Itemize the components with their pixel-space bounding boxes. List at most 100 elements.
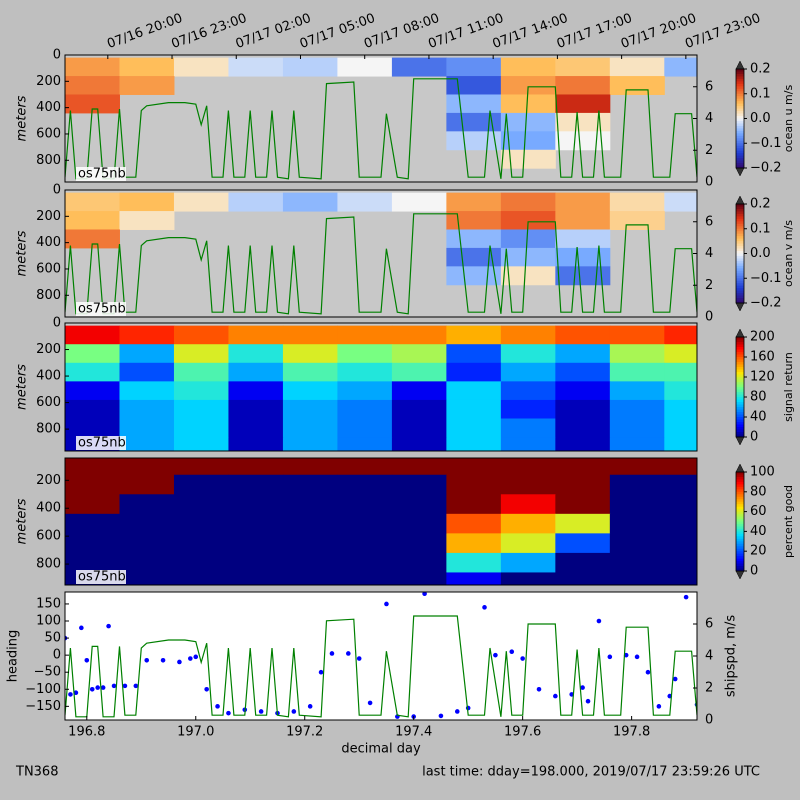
plot-area [65,592,697,719]
heat-cell [119,192,175,212]
heat-cell [282,513,338,534]
colorbar-tick-label: 0.0 [750,111,771,126]
y-tick-label: 200 [36,342,61,357]
colorbar-tick-label: 160 [750,350,775,365]
heat-cell [391,325,447,345]
heat-cell [282,57,338,77]
colorbar-segment [736,472,744,475]
y2-tick-label: 4 [705,111,713,126]
heading-point [226,710,231,716]
colorbar-segment [736,414,744,418]
label-box [76,436,126,450]
colorbar-segment [736,258,744,262]
heat-cell [391,399,447,420]
colorbar-segment [736,123,744,127]
y-tick-label: 200 [36,473,61,488]
colorbar-segment [736,213,744,217]
plot-frame [64,457,698,586]
heat-cell [337,192,393,212]
heat-cell [391,513,447,534]
heat-cell [282,494,338,515]
colorbar-segment [736,263,744,267]
heat-cell [65,344,120,364]
colorbar-segment [736,290,744,294]
heading-point [596,618,602,624]
heat-cell [337,494,393,515]
colorbar-segment [736,283,744,287]
heat-cell [228,458,284,476]
heat-cell [446,399,502,420]
heat-cell [664,572,697,585]
colorbar-segment [736,479,744,483]
heat-cell [391,533,447,554]
colorbar-segment [736,253,744,257]
heat-cell [446,247,502,267]
heat-cell [664,399,697,420]
colorbar-segment [736,278,744,282]
colorbar-segment [736,108,744,112]
heat-cell [555,325,611,345]
heat-cell [555,458,611,476]
heat-cell [173,362,229,382]
colorbar-segment [736,402,744,405]
heat-cell [446,192,502,212]
colorbar-segment [736,389,744,393]
y-tick-label: 800 [36,153,61,168]
heat-cell [500,474,556,495]
heat-cell [119,458,175,476]
y2-tick-label: 2 [705,681,713,696]
colorbar-segment [736,293,744,297]
heading-point [384,601,389,607]
colorbar-segment [736,484,744,488]
heat-cell [446,552,502,573]
colorbar-segment [736,106,744,110]
heat-cell [500,57,556,77]
heading-point [160,657,166,663]
colorbar-segment [736,417,744,420]
heading-point [89,686,95,692]
heat-cell [337,381,393,401]
heat-cell [609,211,665,230]
heat-cell [664,362,697,382]
heat-cell [609,192,665,212]
heat-cell [500,149,556,169]
heat-cell [500,458,556,476]
colorbar-segment [736,233,744,237]
heat-cell [555,474,611,495]
heading-point [553,693,558,699]
heat-cell [446,229,502,249]
heat-cell [555,76,611,95]
heat-cell [555,533,611,554]
heat-cell [391,418,447,438]
heat-cell [119,325,175,345]
y-tick-label: 0 [53,648,61,663]
colorbar-segment [736,243,744,247]
heat-cell [500,94,556,114]
colorbar-label: percent good [782,485,795,558]
x-tick-label: 197.2 [286,725,323,740]
colorbar-segment [736,516,744,520]
colorbar-segment [736,140,744,144]
heat-cell [446,513,502,534]
heading-point [307,704,313,709]
heading-point [111,683,117,689]
colorbar-tick-label: 0 [750,430,758,445]
heat-cell [609,533,665,554]
y-tick-label: 400 [36,100,61,115]
heading-point [215,704,220,709]
heat-cell [391,57,447,77]
heat-cell [500,513,556,534]
colorbar-label: ocean v m/s [782,220,795,287]
heat-cell [500,399,556,420]
heading-point [177,659,182,665]
y-tick-label: 800 [36,557,61,572]
heat-cell [173,494,229,515]
heat-cell [500,192,556,212]
colorbar-segment [736,568,744,572]
colorbar-segment [736,367,744,370]
panel-label: os75nb [78,167,126,182]
colorbar-segment [736,204,744,207]
heat-cell [555,192,611,212]
plot-frame [64,189,698,318]
